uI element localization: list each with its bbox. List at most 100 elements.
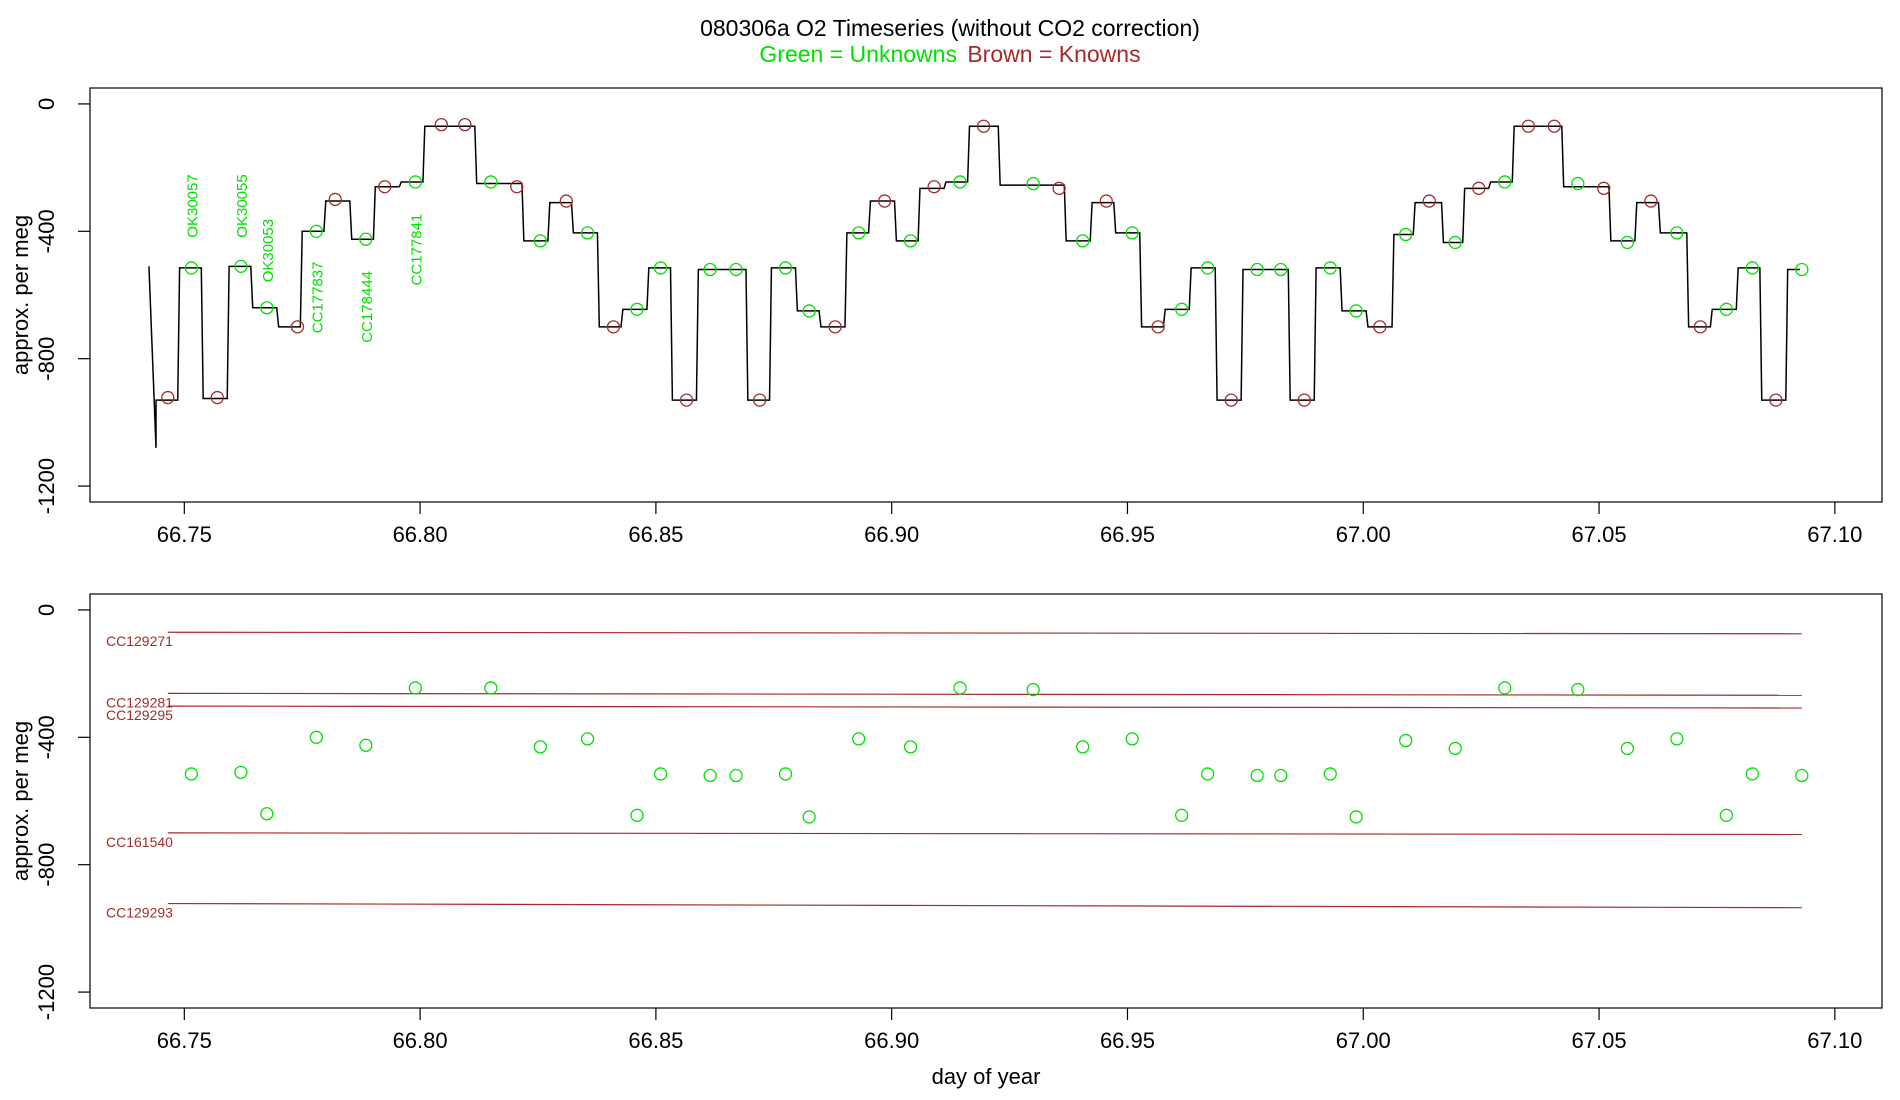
unknown-point (580, 226, 595, 240)
known-point (559, 194, 573, 208)
unknown-point (1250, 262, 1264, 277)
known-point (210, 390, 224, 405)
reference-line-label: CC129271 (106, 633, 173, 649)
unknown-point (1323, 261, 1337, 275)
sample-label: CC177837 (309, 261, 326, 333)
reference-line-label: CC129295 (106, 707, 173, 723)
unknown-point (1670, 732, 1684, 746)
y-axis-label: approx. per meg (8, 721, 33, 881)
unknown-point (234, 765, 248, 779)
y-axis-label: approx. per meg (8, 215, 33, 375)
y-tick-label: -1200 (34, 458, 59, 514)
x-tick-label: 67.00 (1336, 522, 1391, 547)
sample-label: OK30053 (260, 219, 277, 282)
known-point (328, 192, 342, 207)
series-line-o2 (148, 125, 1800, 448)
sample-label: OK30057 (184, 174, 201, 237)
reference-line (167, 902, 1802, 909)
unknown-point (802, 304, 816, 318)
reference-line (167, 692, 1802, 696)
unknown-point (1620, 235, 1634, 250)
known-point (1472, 181, 1486, 195)
unknown-point (653, 261, 668, 275)
known-point (828, 320, 842, 334)
scatter-panel: 66.75 66.80 66.85 66.90 66.95 67.00 67.05 67.10… (8, 593, 1883, 1089)
unknown-point (729, 262, 743, 277)
unknown-point (1274, 262, 1288, 277)
known-point (679, 393, 694, 407)
x-tick-label: 66.80 (393, 522, 448, 547)
known-point (1769, 393, 1783, 407)
unknown-point (1274, 768, 1288, 783)
chart-title: 080306a O2 Timeseries (without CO2 corre… (700, 15, 1200, 41)
known-point (510, 180, 524, 194)
known-point (378, 180, 392, 194)
unknown-point (1323, 767, 1337, 781)
known-point (161, 390, 175, 405)
unknown-point (184, 261, 199, 275)
known-point (1373, 320, 1387, 334)
known-point (1099, 194, 1113, 208)
unknown-point (1670, 226, 1684, 240)
y-tick-label: -800 (34, 843, 59, 887)
unknown-point (852, 732, 866, 746)
unknown-point (580, 732, 595, 746)
unknown-point (1076, 740, 1090, 754)
plot-frame (89, 593, 1883, 1009)
unknown-point (408, 681, 423, 695)
unknown-point (260, 301, 274, 315)
legend-unknowns: Green = Unknowns (759, 41, 957, 67)
unknown-point (1719, 302, 1734, 316)
reference-line (167, 631, 1802, 635)
unknown-point (778, 767, 793, 781)
x-tick-label: 67.10 (1807, 1028, 1862, 1053)
timeseries-panel: 66.75 66.80 66.85 66.90 66.95 67.00 67.05 67.10… (8, 87, 1883, 547)
known-point (1644, 194, 1658, 208)
unknown-point (484, 175, 498, 189)
unknown-point (1349, 810, 1363, 824)
x-tick-label: 66.85 (628, 522, 683, 547)
y-tick-label: -400 (34, 209, 59, 253)
reference-line-label: CC161540 (106, 834, 173, 850)
unknown-point (852, 226, 866, 240)
legend-line: Green = Unknowns Brown = Knowns (759, 41, 1140, 67)
unknown-point (1026, 682, 1040, 697)
unknown-point (703, 262, 717, 277)
unknown-point (533, 234, 548, 248)
x-tick-label: 67.10 (1807, 522, 1862, 547)
sample-label: OK30055 (234, 174, 251, 237)
y-tick-label: -400 (34, 715, 59, 759)
known-point (1521, 119, 1535, 133)
known-point (752, 393, 767, 407)
reference-line (167, 832, 1802, 836)
unknown-point (1399, 733, 1413, 748)
reference-line-label: CC129281 (106, 694, 173, 710)
unknown-point (1200, 261, 1215, 275)
unknown-point (903, 740, 918, 754)
known-point (1052, 181, 1066, 195)
y-tick-label: -800 (34, 337, 59, 381)
x-tick-label: 66.85 (628, 1028, 683, 1053)
unknown-point (408, 175, 423, 189)
unknown-point (359, 738, 373, 752)
unknown-point (1250, 768, 1264, 783)
unknown-point (1448, 741, 1462, 756)
known-point (1422, 194, 1436, 208)
unknown-point (630, 302, 644, 316)
sample-label: CC177841 (408, 214, 425, 286)
unknown-point (1745, 261, 1759, 275)
unknown-point (1175, 808, 1189, 822)
unknown-point (729, 768, 743, 783)
unknown-point (260, 807, 274, 821)
x-tick-label: 66.80 (393, 1028, 448, 1053)
unknown-point (953, 681, 967, 695)
known-point (1297, 393, 1311, 407)
unknown-point (802, 810, 816, 824)
unknown-point (703, 768, 717, 783)
known-point (1693, 320, 1708, 334)
unknown-point (533, 740, 548, 754)
unknown-point (1795, 262, 1809, 277)
unknown-point (1719, 808, 1734, 822)
sample-label: CC178444 (359, 271, 376, 343)
x-tick-label: 67.00 (1336, 1028, 1391, 1053)
